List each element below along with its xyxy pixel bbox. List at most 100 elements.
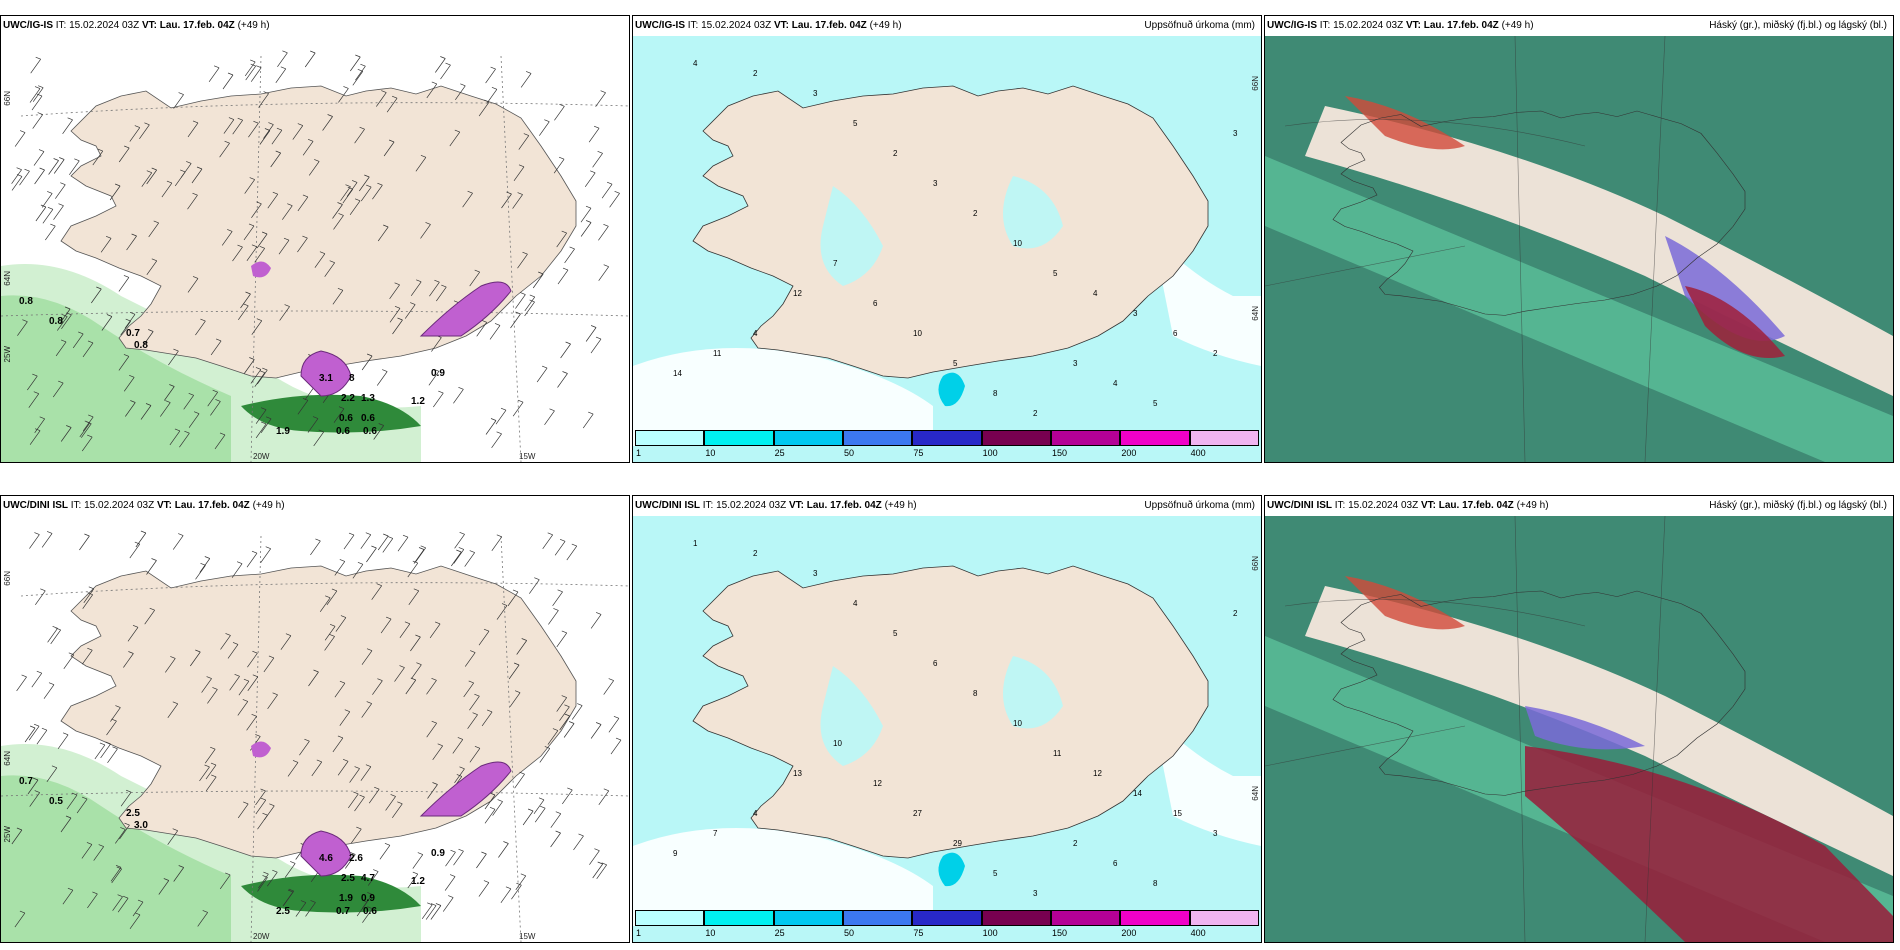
precip-value: 0.9	[431, 368, 445, 379]
wind-barb	[553, 156, 565, 174]
precip-colorbar: 1 10 25 50 75 100 150 200 400	[635, 430, 1259, 460]
colorbar-swatch	[704, 430, 774, 446]
iceland-coastline	[1332, 590, 1746, 796]
colorbar-swatch	[635, 430, 705, 446]
lead-time: (+49 h)	[884, 500, 917, 511]
wind-barb	[267, 692, 278, 710]
map-panel: UWC/IG-IS IT: 15.02.2024 03Z VT: Lau. 17…	[1264, 15, 1894, 463]
wind-barb	[220, 633, 231, 650]
wind-barb	[167, 701, 179, 719]
map-area	[1265, 36, 1893, 462]
precip-value: 12	[873, 779, 882, 788]
precip-value: 0.7	[336, 906, 350, 917]
wind-barb	[590, 336, 602, 354]
wind-barb	[522, 808, 534, 826]
wind-barb	[168, 348, 179, 366]
wind-barb	[187, 192, 198, 210]
wind-barb	[584, 170, 596, 188]
wind-barb	[345, 852, 356, 869]
wind-barb	[352, 561, 364, 579]
wind-barb	[426, 81, 438, 99]
wind-barb	[373, 423, 384, 440]
precip-area-heavy	[241, 394, 421, 433]
wind-barb	[489, 323, 501, 340]
wind-barb	[337, 758, 349, 776]
wind-barb	[435, 56, 446, 73]
wind-barb	[28, 391, 40, 408]
wind-barb	[219, 872, 231, 890]
wind-barb	[284, 861, 296, 878]
wind-barb	[264, 803, 275, 821]
wind-barb	[333, 213, 344, 230]
wind-barb	[556, 630, 568, 648]
wind-barb	[524, 294, 536, 312]
wind-barb	[454, 531, 465, 549]
wind-barb	[124, 311, 136, 329]
panel-header: UWC/DINI ISL IT: 15.02.2024 03Z VT: Lau.…	[1, 496, 629, 516]
wind-barb	[442, 895, 454, 912]
wind-barb	[377, 533, 389, 551]
snow-area	[300, 830, 352, 877]
wind-barb	[361, 701, 372, 718]
wind-barb	[598, 223, 609, 241]
wind-barb	[82, 592, 93, 609]
wind-barb	[311, 759, 323, 777]
wind-barb	[210, 338, 222, 356]
wind-barb	[383, 139, 395, 157]
wind-barb	[257, 875, 268, 892]
wind-barb	[33, 149, 45, 166]
precip-value: 3	[1213, 829, 1218, 838]
wind-barb	[280, 633, 292, 650]
wind-barb	[115, 827, 126, 844]
wind-barb	[356, 899, 368, 917]
wind-barb	[455, 83, 466, 101]
init-time: IT: 15.02.2024 03Z	[55, 20, 140, 31]
wind-barb	[379, 842, 391, 860]
wind-barb	[57, 314, 68, 331]
wind-barb	[451, 549, 462, 567]
wind-barb	[100, 235, 112, 253]
wind-barb	[167, 828, 178, 845]
snow-area	[251, 261, 271, 278]
wind-barb	[246, 244, 258, 262]
wind-barb	[160, 400, 171, 417]
wind-barb	[550, 830, 561, 848]
wind-barb	[314, 251, 326, 268]
wind-barb	[346, 180, 358, 197]
panel-title: Uppsöfnuð úrkoma (mm)	[1144, 20, 1255, 31]
map-svg: 0.70.52.53.04.6 2.62.5 4.71.9 0.90.7 0.61.20…	[1, 516, 629, 942]
wind-barb	[566, 543, 578, 561]
model-name: UWC/DINI ISL	[1267, 500, 1332, 511]
wind-barb	[62, 887, 74, 905]
wind-barb	[11, 827, 23, 845]
precip-value: 3	[813, 89, 818, 98]
colorbar-swatch	[1051, 910, 1121, 926]
colorbar-tick-label: 50	[844, 448, 855, 458]
wind-barb	[204, 746, 216, 764]
wind-barb	[30, 56, 41, 74]
valid-label: VT:	[788, 500, 804, 511]
snow-area	[251, 741, 271, 758]
wind-barb	[164, 384, 175, 401]
wind-barb	[326, 588, 338, 606]
wind-barb	[267, 191, 279, 209]
precip-value: 27	[913, 809, 922, 818]
precip-value: 4	[753, 329, 758, 338]
wind-barb	[428, 368, 440, 386]
wind-barb	[127, 624, 139, 642]
wind-barb	[94, 742, 106, 760]
wind-barb	[360, 764, 372, 781]
wind-barb	[590, 612, 602, 629]
wind-barb	[609, 190, 620, 208]
wind-barb	[554, 103, 565, 121]
wind-barb	[420, 222, 431, 239]
wind-barb	[248, 120, 259, 138]
wind-barb	[339, 709, 351, 726]
model-name: UWC/IG-IS	[1267, 20, 1317, 31]
precip-value: 2	[1213, 349, 1218, 358]
valid-time: Lau. 17.feb. 04Z	[806, 500, 882, 511]
panel-title: Háský (gr.), miðský (fj.bl.) og lágský (…	[1709, 500, 1887, 511]
colorbar-swatch	[843, 430, 913, 446]
precip-value: 0.7	[19, 776, 33, 787]
wind-barb	[386, 95, 398, 113]
